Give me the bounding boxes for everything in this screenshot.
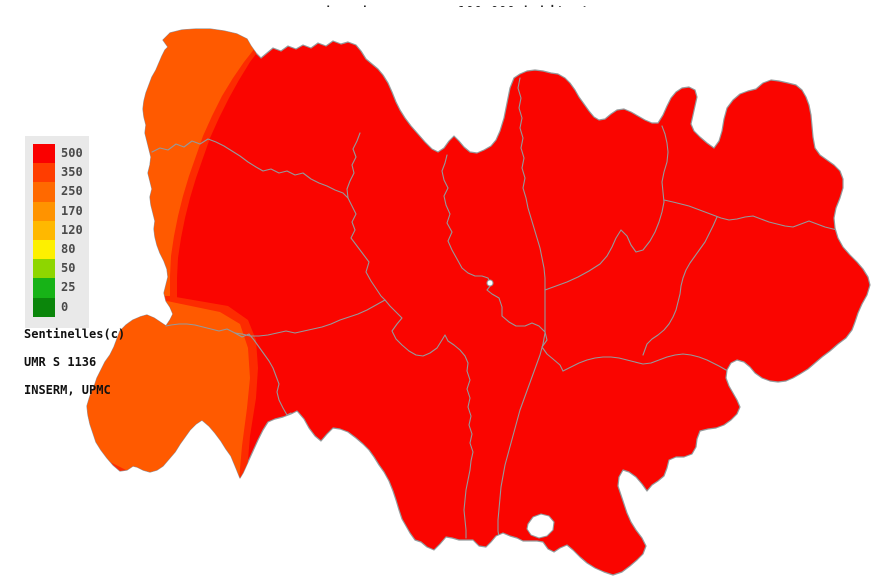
legend-color-bar <box>33 144 55 317</box>
department-boundary-ain-rhone <box>517 77 546 334</box>
department-boundary-ardeche-drome <box>497 332 546 538</box>
legend-label: 50 <box>61 261 76 276</box>
legend-label: 250 <box>61 184 83 199</box>
department-boundary-puydedome-loire <box>347 197 386 301</box>
department-boundary-hautesavoie-savoie <box>663 199 842 232</box>
legend-label: 0 <box>61 299 69 314</box>
department-boundary-ain-south <box>544 125 669 291</box>
department-boundary-hauteloire-north <box>384 299 469 372</box>
legend-swatch-80 <box>33 239 55 260</box>
department-boundary-hauteloire-ardeche <box>463 370 474 539</box>
department-boundary-cantal-north <box>165 323 236 334</box>
legend-swatch-25 <box>33 278 55 298</box>
department-boundary-isere-drome <box>562 353 727 372</box>
incidence-band-west <box>140 29 262 334</box>
department-boundary-allier-east <box>346 132 361 199</box>
page-title-text: en nombre de cas pour 100 000 habitants <box>277 4 598 7</box>
legend-swatch-50 <box>33 259 55 279</box>
legend-swatch-120 <box>33 220 55 240</box>
legend-label: 500 <box>61 146 83 160</box>
department-boundary-allier-south <box>151 138 349 199</box>
boundary-loop-detail <box>486 279 494 287</box>
legend-label: 170 <box>61 203 83 218</box>
department-boundary-cantal-hauteloire <box>234 332 292 416</box>
credits-line-1: Sentinelles(c) <box>24 327 126 341</box>
legend-swatch-170 <box>33 201 55 221</box>
legend-labels: 500 350 250 170 120 80 50 25 0 <box>61 144 89 317</box>
enclave-des-papes-hole <box>526 513 555 539</box>
legend-swatch-0 <box>33 297 55 317</box>
department-boundary-savoie-isere <box>642 216 718 356</box>
legend-swatch-500 <box>33 144 55 164</box>
credits-line-3: INSERM, UPMC <box>24 383 111 397</box>
legend-label: 120 <box>61 222 83 237</box>
credits-line-2: UMR S 1136 <box>24 355 97 369</box>
legend-label: 350 <box>61 165 83 180</box>
credits: Sentinelles(c) UMR S 1136 INSERM, UPMC <box>24 327 125 397</box>
page-title: en nombre de cas pour 100 000 habitants <box>0 0 875 7</box>
legend-swatch-250 <box>33 182 55 202</box>
legend-panel: 500 350 250 170 120 80 50 25 0 <box>25 136 89 328</box>
department-boundary-puydedome-south <box>234 299 386 337</box>
legend-label: 80 <box>61 241 76 256</box>
legend-label: 25 <box>61 280 76 295</box>
legend-swatch-350 <box>33 163 55 183</box>
